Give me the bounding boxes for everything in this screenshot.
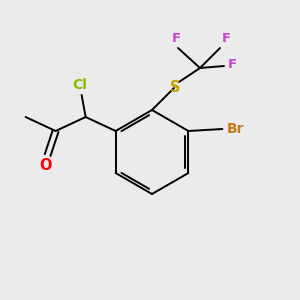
- Text: S: S: [170, 80, 180, 94]
- Text: Br: Br: [226, 122, 244, 136]
- Text: O: O: [39, 158, 52, 173]
- Text: F: F: [227, 58, 237, 71]
- Text: Cl: Cl: [72, 78, 87, 92]
- Text: F: F: [171, 32, 181, 44]
- Text: F: F: [221, 32, 231, 44]
